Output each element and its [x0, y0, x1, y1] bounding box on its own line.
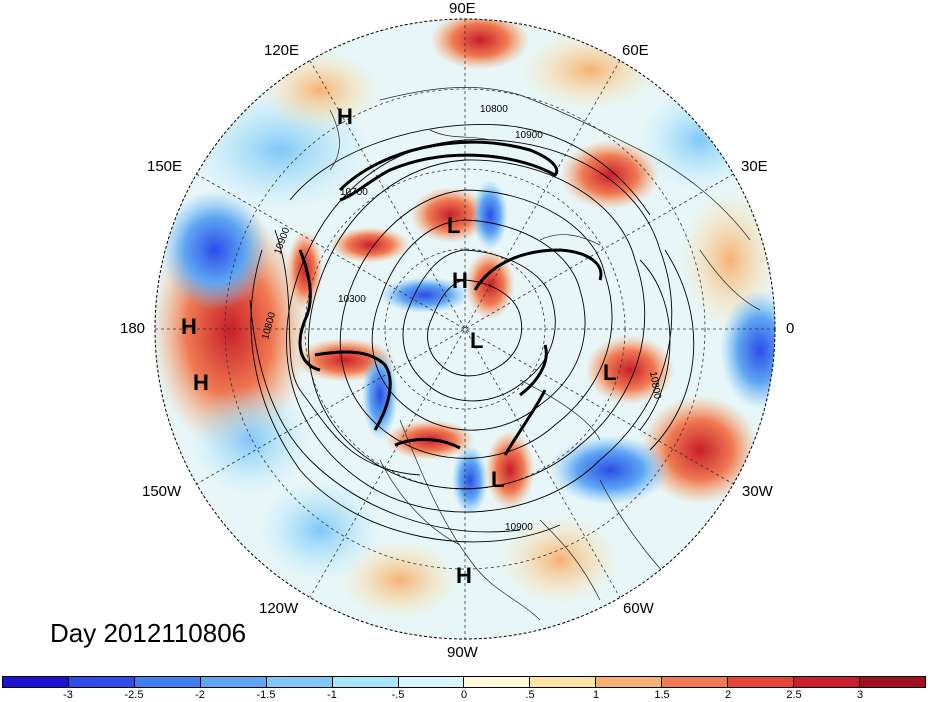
- map-boundary: [154, 18, 776, 640]
- low-pressure-marker: L: [447, 213, 461, 238]
- colorbar: [2, 676, 926, 688]
- colorbar-swatch: [596, 677, 663, 687]
- colorbar-swatch: [464, 677, 531, 687]
- lon-label-120e: 120E: [264, 42, 300, 59]
- colorbar-swatch: [200, 677, 267, 687]
- colorbar-tick-label: -1.5: [256, 689, 276, 701]
- low-pressure-marker: L: [491, 467, 505, 492]
- colorbar-tick-label: -3: [63, 689, 73, 701]
- colorbar-tick-label: 2.5: [786, 689, 802, 701]
- lon-label-150e: 150E: [147, 158, 183, 175]
- colorbar-swatch: [859, 677, 925, 687]
- lon-label-30e: 30E: [741, 158, 768, 175]
- contour-label: 10800: [480, 104, 508, 115]
- colorbar-swatch: [728, 677, 795, 687]
- colorbar-swatch: [398, 677, 465, 687]
- high-pressure-marker: H: [181, 314, 197, 339]
- jet-contours: [298, 140, 603, 456]
- graticule: [155, 19, 775, 639]
- colorbar-swatch: [68, 677, 135, 687]
- lon-label-60e: 60E: [622, 42, 649, 59]
- lon-label-90e: 90E: [449, 0, 476, 17]
- low-pressure-marker: L: [470, 328, 484, 353]
- colorbar-tick-label: 1: [592, 689, 600, 701]
- lon-label-150w: 150W: [142, 483, 182, 500]
- high-pressure-marker: H: [337, 104, 353, 129]
- lon-label-180: 180: [120, 320, 146, 337]
- colorbar-swatch: [662, 677, 729, 687]
- colorbar-tick-label: -2.5: [124, 689, 144, 701]
- colorbar-tick-label: 2: [724, 689, 732, 701]
- lon-label-120w: 120W: [259, 600, 299, 617]
- colorbar-tick-label: -1: [327, 689, 337, 701]
- high-pressure-marker: H: [452, 268, 468, 293]
- lon-label-0: 0: [786, 320, 795, 337]
- colorbar-swatch: [266, 677, 333, 687]
- colorbar-tick-label: 1.5: [654, 689, 670, 701]
- colorbar-tick-label: 0: [460, 689, 468, 701]
- high-pressure-marker: H: [193, 370, 209, 395]
- contour-labels: 10900 10700 10900 10300 10800 10800 1090…: [260, 104, 663, 533]
- colorbar-swatch: [332, 677, 399, 687]
- contour-label: 10900: [505, 522, 533, 533]
- contour-label: 10900: [515, 130, 543, 141]
- lon-label-90w: 90W: [447, 644, 478, 661]
- height-contours: [249, 124, 695, 543]
- contour-label: 10800: [647, 371, 663, 401]
- lon-label-30w: 30W: [742, 483, 773, 500]
- colorbar-swatch: [134, 677, 201, 687]
- contour-label: 10700: [340, 187, 368, 198]
- colorbar-tick-label: 3: [856, 689, 864, 701]
- low-pressure-marker: L: [603, 360, 617, 385]
- colorbar-tick-label: -.5: [391, 689, 405, 701]
- colorbar-swatch: [794, 677, 860, 687]
- colorbar-tick-label: -2: [195, 689, 205, 701]
- lon-label-60w: 60W: [623, 600, 654, 617]
- high-pressure-marker: H: [456, 563, 472, 588]
- colorbar-tick-label: .5: [525, 689, 535, 701]
- colorbar-swatch: [530, 677, 597, 687]
- plot-title: Day 2012110806: [50, 618, 247, 648]
- contour-label: 10300: [338, 294, 366, 305]
- colorbar-swatch: [3, 677, 69, 687]
